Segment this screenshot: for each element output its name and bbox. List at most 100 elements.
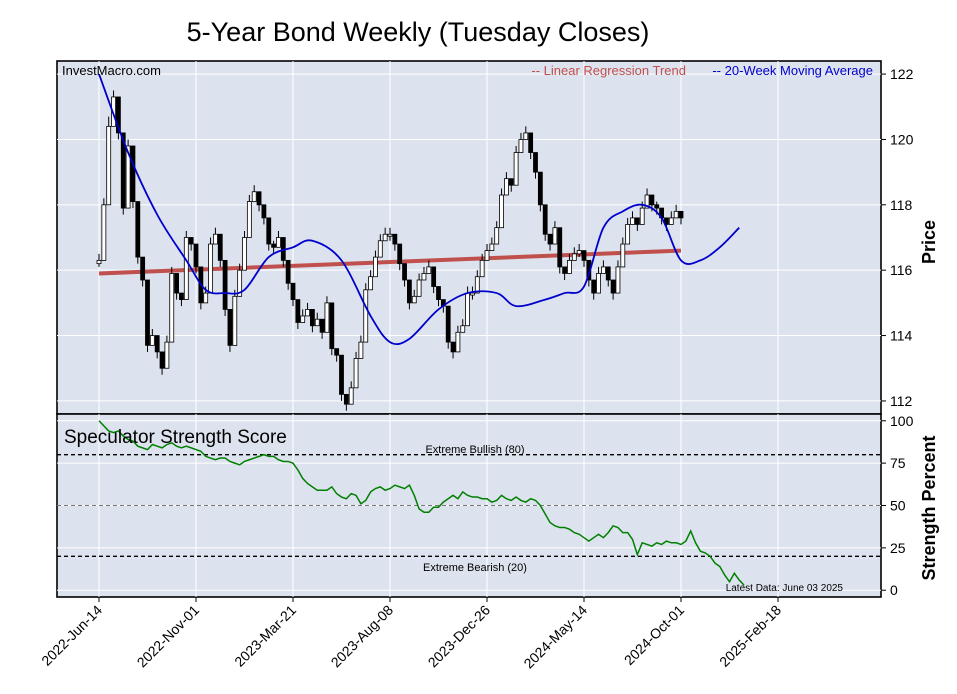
candle-body — [411, 295, 417, 304]
candle-body — [552, 227, 558, 245]
candle-body — [668, 217, 674, 225]
candle-body — [567, 259, 572, 274]
candle-body — [547, 233, 553, 245]
candle-body — [329, 302, 335, 350]
candle-body — [164, 341, 170, 369]
candle-body — [474, 276, 480, 294]
candle-body — [363, 289, 369, 343]
candle-body — [470, 292, 475, 296]
candle-body — [295, 299, 301, 323]
strength-y-ticks: 0 25 50 75 100 — [881, 413, 914, 598]
strength-y-tick-label: 0 — [890, 582, 898, 598]
candle-body — [368, 276, 374, 291]
candle-body — [251, 191, 257, 202]
candle-body — [145, 279, 150, 346]
extreme-bullish-label: Extreme Bullish (80) — [425, 444, 524, 456]
price-y-tick-label: 122 — [890, 66, 914, 82]
candles-layer — [96, 90, 684, 411]
candle-body — [406, 279, 412, 304]
moving-average-line — [98, 73, 740, 346]
strength-y-tick-label: 25 — [890, 540, 906, 556]
candle-body — [542, 204, 548, 235]
candle-body — [562, 266, 567, 274]
candle-body — [106, 125, 112, 206]
candle-body — [208, 243, 213, 294]
candle-body — [605, 266, 611, 281]
price-axis-title: Price — [919, 220, 939, 264]
strength-y-tick-label: 75 — [890, 455, 906, 471]
candle-body — [334, 348, 340, 356]
candle-body — [455, 331, 461, 353]
x-tick-label: 2025-Feb-18 — [716, 602, 784, 670]
candle-body — [489, 243, 495, 251]
strength-line — [98, 420, 745, 586]
strength-line-layer — [98, 420, 745, 586]
candle-body — [557, 227, 563, 268]
strength-reference-lines — [57, 454, 881, 557]
moving-average-layer — [98, 73, 740, 346]
candle-body — [324, 302, 330, 333]
price-y-tick-label: 118 — [890, 197, 913, 213]
candle-body — [630, 217, 635, 225]
x-tick-label: 2024-May-14 — [520, 602, 590, 672]
candle-body — [373, 256, 378, 278]
candle-body — [266, 217, 272, 245]
candle-body — [494, 227, 500, 245]
candle-body — [421, 273, 427, 281]
price-y-ticks: 112 114 116 118 120 122 — [881, 66, 914, 409]
candle-body — [402, 263, 407, 281]
extreme-bearish-label: Extreme Bearish (20) — [423, 562, 527, 574]
candle-body — [450, 341, 456, 353]
candle-body — [358, 341, 364, 359]
candle-body — [256, 191, 262, 206]
x-tick-label: 2022-Jun-14 — [38, 602, 105, 669]
candle-body — [377, 240, 383, 258]
candle-body — [188, 237, 194, 245]
x-tick-label: 2024-Oct-01 — [621, 602, 687, 668]
candle-body — [217, 233, 223, 261]
candle-body — [309, 309, 315, 327]
x-tick-label: 2023-Mar-21 — [231, 602, 299, 670]
candle-body — [654, 204, 660, 209]
strength-panel-title: Speculator Strength Score — [64, 427, 287, 448]
legend-moving-average: -- 20-Week Moving Average — [712, 63, 873, 78]
candle-body — [620, 243, 626, 268]
price-y-tick-label: 120 — [890, 131, 914, 147]
candle-body — [387, 233, 393, 237]
watermark-text: InvestMacro.com — [62, 63, 161, 78]
candle-body — [339, 354, 344, 395]
candle-body — [426, 266, 432, 274]
candle-body — [625, 224, 631, 245]
candle-body — [179, 292, 184, 301]
candle-body — [314, 318, 320, 327]
candle-body — [111, 96, 116, 127]
candle-body — [445, 305, 451, 343]
candle-body — [135, 201, 141, 258]
candle-body — [169, 273, 175, 343]
candle-body — [290, 282, 296, 301]
candle-body — [644, 194, 650, 209]
candle-body — [673, 210, 679, 219]
candle-body — [484, 250, 490, 261]
candle-body — [465, 292, 471, 327]
candle-body — [285, 259, 291, 284]
candle-body — [649, 194, 655, 206]
candle-body — [460, 325, 466, 333]
candle-body — [678, 210, 684, 219]
x-tick-label: 2022-Nov-01 — [134, 602, 203, 671]
candle-body — [300, 315, 306, 323]
candle-body — [523, 132, 529, 140]
price-y-tick-label: 114 — [890, 328, 913, 344]
candle-body — [261, 204, 267, 219]
candle-body — [416, 279, 422, 297]
candle-body — [154, 335, 160, 353]
candle-body — [246, 201, 252, 238]
candle-body — [130, 145, 136, 202]
x-tick-label: 2023-Aug-08 — [328, 602, 397, 671]
candle-body — [392, 233, 398, 245]
candle-body — [479, 259, 485, 278]
candle-body — [203, 292, 209, 304]
candle-body — [242, 237, 247, 271]
latest-data-label: Latest Data: June 03 2025 — [726, 583, 844, 594]
